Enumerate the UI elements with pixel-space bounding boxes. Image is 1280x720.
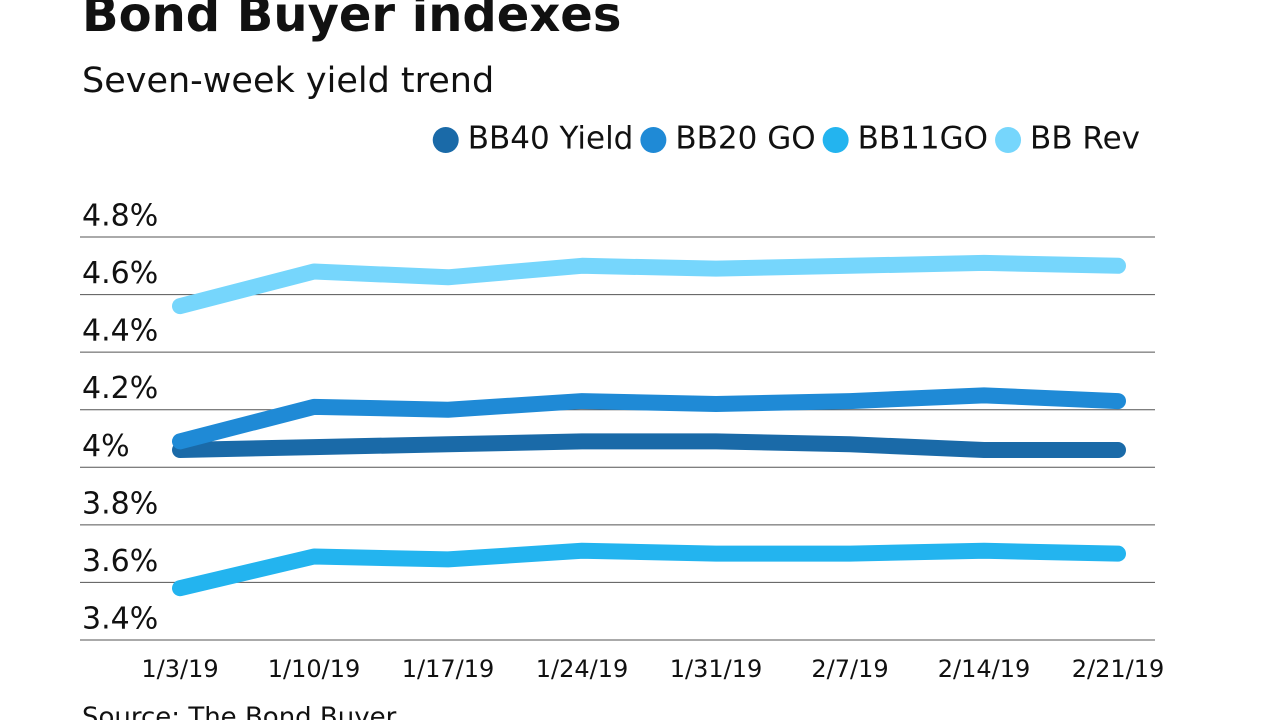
x-tick-label: 1/10/19 [268,655,361,683]
series-line [172,433,1126,459]
legend-label: BB11GO [858,121,988,157]
x-tick-label: 2/21/19 [1072,655,1165,683]
chart-subtitle: Seven-week yield trend [82,61,494,101]
y-tick-label: 4.2% [82,371,158,406]
source: Source: The Bond Buyer [82,703,397,720]
x-tick-label: 1/31/19 [670,655,763,683]
x-tick-label: 1/17/19 [402,655,495,683]
chart-title: Bond Buyer indexes [82,0,621,43]
x-tick-label: 2/14/19 [938,655,1031,683]
y-tick-label: 3.4% [82,602,158,637]
legend-swatch [822,127,849,153]
series-line [172,387,1126,450]
legend-swatch [432,127,459,153]
legend-label: BB20 GO [675,121,815,157]
legend-swatch [995,127,1022,153]
y-tick-label: 4.4% [82,314,158,349]
series-line [172,542,1126,597]
y-tick-label: 4.8% [82,199,158,234]
x-tick-label: 2/7/19 [811,655,888,683]
series-line [172,254,1126,315]
y-tick-label: 4% [82,429,130,464]
x-tick-label: 1/24/19 [536,655,629,683]
y-tick-label: 4.6% [82,256,158,291]
x-tick-label: 1/3/19 [141,655,218,683]
legend-label: BB40 Yield [468,121,634,157]
legend-label: BB Rev [1030,121,1140,157]
y-tick-label: 3.6% [82,544,158,579]
y-tick-label: 3.8% [82,486,158,521]
legend-swatch [640,127,667,153]
